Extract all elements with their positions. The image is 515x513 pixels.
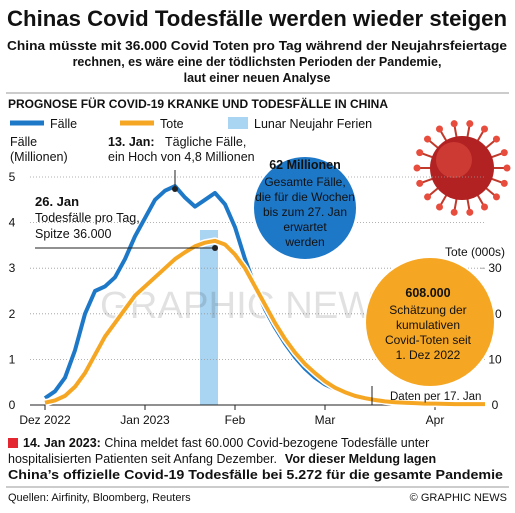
text: Daten per 17. Jan	[390, 391, 481, 403]
virus-tip	[450, 120, 458, 128]
virus-tip	[492, 135, 500, 143]
virus-tip	[450, 208, 458, 216]
text: Tote (000s)	[445, 245, 505, 259]
text: Chinas Covid Todesfälle werden wieder st…	[7, 6, 507, 31]
text: © GRAPHIC NEWS	[410, 492, 507, 504]
text: 608.000	[405, 286, 450, 300]
text: 1. Dez 2022	[396, 348, 461, 362]
text: Fälle	[10, 135, 37, 149]
text: 62 Millionen	[269, 158, 341, 172]
virus-tip	[424, 193, 432, 201]
virus-tip	[424, 135, 432, 143]
text: Jan 2023	[120, 413, 170, 427]
text: Tote	[160, 117, 184, 131]
virus-tip	[500, 149, 508, 157]
virus-icon	[413, 120, 511, 216]
text: Dez 2022	[19, 413, 71, 427]
text: China’s offizielle Covid-19 Todesfälle b…	[8, 468, 503, 482]
text: 26. Jan	[35, 194, 79, 209]
virus-tip	[416, 179, 424, 187]
virus-tip	[492, 193, 500, 201]
text: 5	[9, 170, 16, 184]
virus-tip	[481, 203, 488, 211]
total-deaths-bubble	[364, 256, 496, 388]
text: 13. Jan:	[108, 135, 155, 149]
text: (Millionen)	[10, 150, 68, 164]
text: 10	[488, 352, 502, 366]
text: Tägliche Fälle,	[165, 135, 246, 149]
text: ein Hoch von 4,8 Millionen	[108, 150, 255, 164]
total-cases-bubble	[252, 155, 358, 261]
virus-shade	[436, 142, 472, 178]
note-line: 14. Jan 2023: China meldet fast 60.000 C…	[23, 436, 429, 450]
text: werden	[284, 235, 324, 249]
text: Mar	[315, 413, 336, 427]
virus-tip	[436, 125, 443, 133]
virus-tip	[503, 164, 511, 172]
text: rechnen, es wäre eine der tödlichsten Pe…	[73, 55, 442, 69]
text: Fälle	[50, 117, 77, 131]
text: GRAPHIC NEWS	[100, 285, 400, 327]
text: 3	[9, 261, 16, 275]
virus-tip	[413, 164, 421, 172]
lunar-band	[200, 230, 218, 405]
text: Spitze 36.000	[35, 227, 111, 241]
text: Quellen: Airfinity, Bloomberg, Reuters	[8, 492, 191, 504]
text: 0	[9, 398, 16, 412]
text: Lunar Neujahr Ferien	[254, 117, 372, 131]
note-text: hospitalisierten Patienten seit Anfang D…	[8, 452, 277, 466]
note-text: China meldet fast 60.000 Covid-bezogene …	[101, 436, 429, 450]
text: Apr	[426, 413, 445, 427]
text: 30	[488, 261, 502, 275]
text: bis zum 27. Jan	[263, 205, 347, 219]
series-line	[44, 238, 485, 407]
virus-tip	[466, 120, 474, 128]
legend-band-swatch	[228, 117, 248, 129]
text: 2	[9, 307, 16, 321]
text: Schätzung der	[389, 303, 466, 317]
text: Feb	[225, 413, 246, 427]
text: 1	[9, 352, 16, 366]
text: die für die Wochen	[255, 190, 355, 204]
text: 0	[492, 398, 499, 412]
text: Covid-Toten seit	[385, 333, 472, 347]
leader-dot	[212, 245, 218, 251]
virus-tip	[436, 203, 443, 211]
text: erwartet	[283, 220, 327, 234]
text: 4	[9, 216, 16, 230]
note-date: 14. Jan 2023:	[23, 436, 101, 450]
virus-tip	[481, 125, 488, 133]
text: kumulativen	[396, 318, 460, 332]
text: China müsste mit 36.000 Covid Toten pro …	[7, 39, 507, 53]
virus-tip	[416, 149, 424, 157]
note-line: hospitalisierten Patienten seit Anfang D…	[8, 452, 436, 466]
text: PROGNOSE FÜR COVID-19 KRANKE UND TODESFÄ…	[8, 96, 388, 111]
leader-dot	[172, 186, 178, 192]
virus-tip	[500, 179, 508, 187]
text: Todesfälle pro Tag,	[35, 211, 140, 225]
virus-tip	[466, 208, 474, 216]
note-marker	[8, 438, 18, 448]
text: Gesamte Fälle,	[264, 175, 345, 189]
note-text: Vor dieser Meldung lagen	[285, 452, 436, 466]
text: laut einer neuen Analyse	[184, 71, 331, 85]
